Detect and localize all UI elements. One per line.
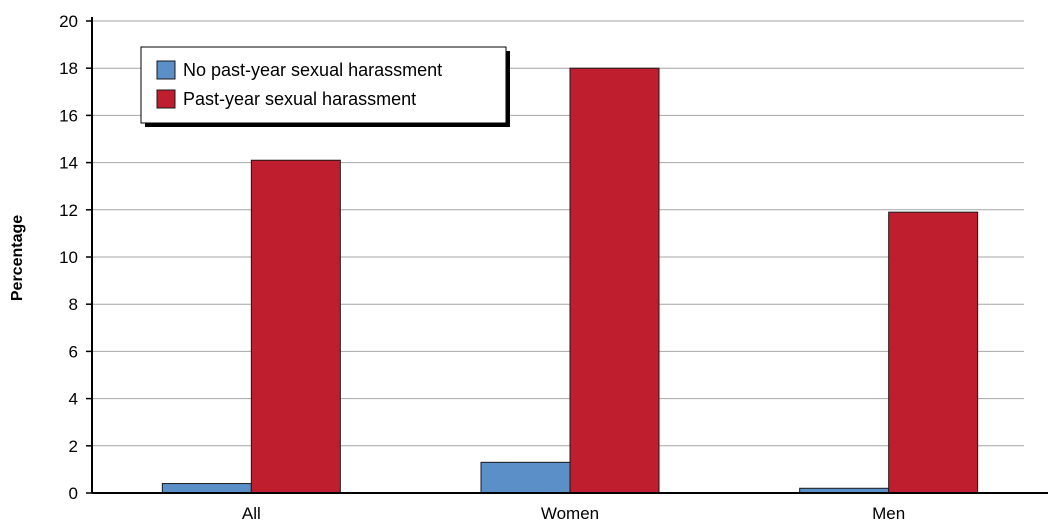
y-tick-labels: 0 2 4 6 8 10 12 14 16 18 20: [59, 12, 78, 503]
legend-swatch: [156, 60, 176, 80]
bar-all-no-harassment: [161, 483, 252, 494]
y-tick-label: 2: [69, 437, 78, 456]
legend-items: No past-year sexual harassment Past-year …: [156, 60, 442, 109]
y-tick-label: 8: [69, 295, 78, 314]
axes: [91, 17, 1048, 494]
x-tick-label: Men: [872, 504, 905, 523]
y-tick-label: 14: [59, 154, 78, 173]
y-tick-label: 20: [59, 12, 78, 31]
legend-box: [140, 46, 507, 124]
bar-men-harassment: [888, 211, 979, 494]
y-tick-label: 4: [69, 390, 78, 409]
y-tick-label: 12: [59, 201, 78, 220]
legend-swatch: [156, 89, 176, 109]
bar-all-harassment: [250, 159, 341, 494]
x-tick-labels: All Women Men: [242, 504, 905, 523]
bar-women-no-harassment: [480, 461, 571, 494]
gridlines: [86, 20, 1024, 494]
y-tick-label: 10: [59, 248, 78, 267]
bar-women-harassment: [569, 67, 660, 494]
legend: No past-year sexual harassment Past-year …: [140, 46, 510, 127]
legend-label: No past-year sexual harassment: [183, 60, 442, 80]
y-tick-label: 16: [59, 106, 78, 125]
x-tick-label: All: [242, 504, 261, 523]
y-tick-label: 18: [59, 59, 78, 78]
bars: [161, 67, 979, 494]
y-tick-label: 6: [69, 342, 78, 361]
x-tick-label: Women: [541, 504, 599, 523]
y-axis-title: Percentage: [9, 215, 26, 301]
legend-label: Past-year sexual harassment: [183, 89, 416, 109]
y-tick-label: 0: [69, 484, 78, 503]
